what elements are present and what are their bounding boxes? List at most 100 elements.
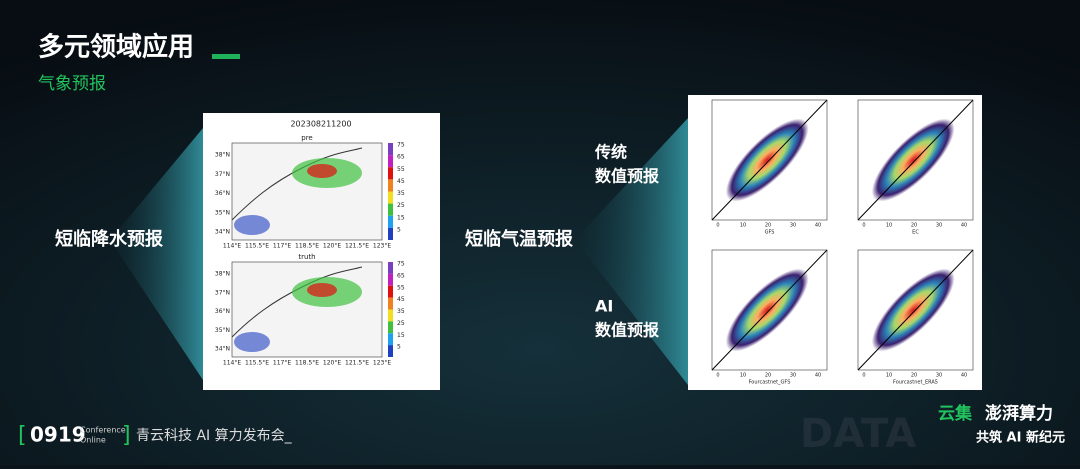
axis-tick: 30	[936, 223, 942, 229]
axis-tick: 30	[790, 223, 796, 229]
lon-label: 117°E	[273, 360, 291, 367]
rain	[234, 332, 270, 352]
accent	[212, 54, 240, 59]
lon-label: 115.5°E	[245, 360, 269, 367]
lon-label: 123°E	[373, 243, 391, 250]
brand: 澎湃算力	[985, 403, 1053, 424]
conference: Conference	[80, 426, 126, 435]
lat-label: 36°N	[215, 308, 230, 315]
lon-label: 117°E	[273, 243, 291, 250]
colorbar-cell	[388, 309, 393, 322]
colorbar-label: 75	[397, 261, 405, 268]
rain	[307, 164, 337, 178]
panel-title: truth	[298, 253, 315, 261]
axis-tick: 40	[961, 223, 967, 229]
row-label: 数值预报	[595, 321, 659, 340]
lon-label: 114°E	[223, 360, 241, 367]
colorbar-cell	[388, 215, 393, 228]
lon-label: 121.5°E	[345, 360, 369, 367]
axis-label: GFS	[765, 230, 775, 236]
online: Online	[80, 436, 106, 445]
row-label: 传统	[594, 143, 627, 162]
colorbar-label: 5	[397, 344, 401, 351]
section-label: 短临降水预报	[55, 228, 163, 250]
colorbar-cell	[388, 143, 393, 156]
watermark: DATA	[800, 411, 916, 457]
axis-tick: 40	[961, 373, 967, 379]
colorbar-label: 15	[397, 214, 405, 221]
axis-tick: 10	[740, 223, 746, 229]
axis-tick: 40	[815, 223, 821, 229]
axis-tick: 10	[886, 373, 892, 379]
colorbar-label: 45	[397, 296, 405, 303]
axis-tick: 20	[765, 223, 771, 229]
axis-tick: 20	[911, 223, 917, 229]
diagonal	[711, 99, 828, 221]
highlight	[575, 118, 688, 385]
colorbar-cell	[388, 262, 393, 274]
axis-label: EC	[912, 230, 919, 236]
axis-tick: 30	[936, 373, 942, 379]
lat-label: 36°N	[215, 190, 230, 197]
colorbar-cell	[388, 273, 393, 286]
axis-tick: 0	[716, 373, 719, 379]
section-label: 短临气温预报	[465, 228, 573, 250]
colorbar-label: 55	[397, 166, 405, 173]
lon-label: 114°E	[223, 243, 241, 250]
colorbar-label: 65	[397, 154, 405, 161]
event: 青云科技 AI 算力发布会_	[136, 428, 293, 444]
rain	[307, 283, 337, 297]
lon-label: 118.5°E	[295, 243, 319, 250]
slogan: 共筑 AI 新纪元	[976, 430, 1065, 446]
lat-label: 38°N	[215, 152, 230, 159]
colorbar-cell	[388, 155, 393, 168]
axis-tick: 20	[765, 373, 771, 379]
colorbar-label: 45	[397, 178, 405, 185]
lat-label: 37°N	[215, 289, 230, 296]
lon-label: 123°E	[373, 360, 391, 367]
lat-label: 34°N	[215, 346, 230, 353]
axis-tick: 0	[862, 223, 865, 229]
lon-label: 120°E	[323, 360, 341, 367]
highlight	[110, 128, 203, 380]
colorbar-label: 55	[397, 284, 405, 291]
lon-label: 115.5°E	[245, 243, 269, 250]
panel-title: pre	[301, 134, 312, 142]
lat-label: 34°N	[215, 229, 230, 236]
colorbar-label: 65	[397, 272, 405, 279]
diagonal	[857, 99, 974, 221]
axis-tick: 0	[716, 223, 719, 229]
axis-tick: 30	[790, 373, 796, 379]
lon-label: 121.5°E	[345, 243, 369, 250]
colorbar-cell	[388, 203, 393, 216]
axis-tick: 40	[815, 373, 821, 379]
date: 0919	[30, 423, 86, 447]
density	[725, 118, 809, 202]
colorbar-cell	[388, 333, 393, 346]
colorbar-cell	[388, 191, 393, 204]
colorbar-cell	[388, 179, 393, 192]
subtitle: 气象预报	[38, 74, 106, 94]
brand: 云集	[938, 403, 973, 424]
lat-label: 35°N	[215, 209, 230, 216]
colorbar-cell	[388, 167, 393, 180]
title: 多元领域应用	[38, 32, 194, 63]
lat-label: 38°N	[215, 271, 230, 278]
axis-label: Fourcastnet_ERA5	[893, 380, 938, 386]
figure-title: 202308211200	[290, 120, 351, 129]
lat-label: 35°N	[215, 327, 230, 334]
colorbar-label: 35	[397, 308, 405, 315]
row-label: AI	[595, 297, 613, 316]
rain	[234, 215, 270, 235]
colorbar-label: 25	[397, 320, 405, 327]
colorbar-label: 5	[397, 226, 401, 233]
diagonal	[711, 249, 828, 371]
bracket: [	[18, 423, 27, 448]
axis-label: Fourcastnet_GFS	[749, 380, 791, 386]
colorbar-cell	[388, 345, 393, 357]
colorbar-label: 25	[397, 202, 405, 209]
density	[871, 118, 955, 202]
row-label: 数值预报	[595, 167, 659, 186]
density	[725, 268, 809, 352]
